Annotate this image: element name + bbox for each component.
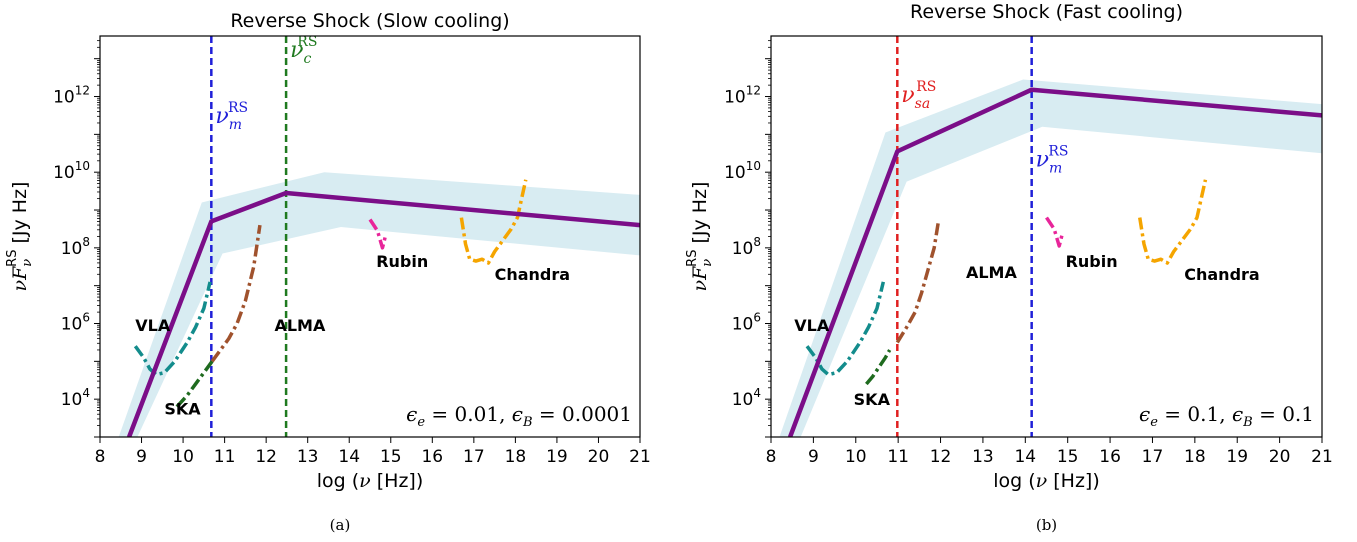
x-tick-label: 17 [1142, 447, 1164, 467]
uncertainty-band [118, 172, 640, 437]
x-tick-label: 10 [172, 447, 194, 467]
x-tick-label: 18 [505, 447, 527, 467]
x-axis-label: log (ν [Hz]) [993, 470, 1100, 492]
instrument-label-vla: VLA [794, 316, 830, 335]
parameters-label: ϵe = 0.01, ϵB = 0.0001 [406, 402, 632, 430]
instrument-curve-rubin [1045, 216, 1065, 248]
x-tick-label: 16 [421, 447, 443, 467]
instrument-label-vla: VLA [135, 316, 171, 335]
instrument-label-rubin: Rubin [376, 252, 428, 271]
model-spectrum-line [787, 87, 1322, 437]
y-tick-label: 1012 [724, 84, 761, 108]
instrument-label-chandra: Chandra [495, 265, 570, 284]
y-tick-label: 1012 [53, 84, 90, 108]
plot-area [779, 36, 1322, 437]
y-tick-label: 1010 [724, 159, 761, 183]
x-tick-label: 14 [338, 447, 360, 467]
instrument-label-alma: ALMA [966, 263, 1018, 282]
x-tick-label: 13 [972, 447, 994, 467]
panel-caption: (a) [330, 516, 351, 534]
model-spectrum-line [126, 190, 640, 437]
instrument-curve-vla [133, 281, 212, 377]
x-tick-label: 19 [546, 447, 568, 467]
panel-b: VLA SKA ALMA Rubin Chandra νsaRS νmRS 8 9 10 11 12 1… [685, 1, 1333, 534]
parameters-label: ϵe = 0.1, ϵB = 0.1 [1139, 402, 1314, 430]
x-tick-label: 10 [845, 447, 867, 467]
instrument-label-rubin: Rubin [1066, 252, 1118, 271]
y-tick-label: 106 [61, 311, 90, 335]
x-tick-label: 8 [766, 447, 777, 467]
x-tick-label: 14 [1014, 447, 1036, 467]
x-tick-label: 12 [930, 447, 952, 467]
chart-title: Reverse Shock (Slow cooling) [230, 10, 509, 32]
instrument-curve-ska [865, 349, 892, 386]
instrument-curve-alma [895, 221, 941, 344]
vline-label-nu-m: νmRS [1036, 144, 1069, 177]
x-tick-label: 15 [1057, 447, 1079, 467]
vline-label-nu-c: νcRS [290, 34, 317, 67]
x-tick-label: 21 [629, 447, 651, 467]
x-tick-label: 9 [136, 447, 147, 467]
y-tick-label: 108 [61, 235, 90, 259]
instrument-curve-chandra [1138, 179, 1208, 265]
x-tick-label: 20 [1269, 447, 1291, 467]
instrument-curve-ska [175, 360, 214, 408]
x-tick-label: 15 [380, 447, 402, 467]
x-tick-label: 13 [297, 447, 319, 467]
instrument-label-ska: SKA [854, 390, 891, 409]
x-tick-label: 16 [1099, 447, 1121, 467]
x-tick-label: 21 [1311, 447, 1333, 467]
x-tick-label: 11 [214, 447, 236, 467]
x-tick-label: 18 [1184, 447, 1206, 467]
vline-label-nu-sa: νsaRS [901, 79, 936, 112]
x-tick-label: 8 [95, 447, 106, 467]
instrument-curve-rubin [368, 218, 388, 250]
y-tick-label: 104 [61, 386, 90, 410]
instrument-curve-vla [805, 281, 886, 377]
instrument-label-chandra: Chandra [1184, 265, 1259, 284]
y-tick-label: 106 [732, 311, 761, 335]
panel-a: VLA SKA ALMA Rubin Chandra νmRS νcRS 8 9 10 11 12 13… [5, 10, 651, 534]
x-tick-label: 19 [1226, 447, 1248, 467]
instrument-label-alma: ALMA [274, 316, 326, 335]
x-axis-label: log (ν [Hz]) [317, 470, 424, 492]
instrument-label-ska: SKA [164, 399, 201, 418]
uncertainty-band [779, 79, 1322, 437]
x-tick-label: 9 [808, 447, 819, 467]
x-tick-label: 12 [255, 447, 277, 467]
x-tick-label: 20 [588, 447, 610, 467]
chart-title: Reverse Shock (Fast cooling) [910, 1, 1183, 23]
panel-caption: (b) [1036, 516, 1057, 534]
x-tick-label: 17 [463, 447, 485, 467]
y-axis-label: νFνRS [Jy Hz] [5, 182, 35, 292]
y-tick-label: 104 [732, 386, 761, 410]
x-tick-label: 11 [887, 447, 909, 467]
y-axis-label: νFνRS [Jy Hz] [685, 182, 715, 292]
y-tick-label: 1010 [53, 159, 90, 183]
plot-area [118, 36, 640, 437]
y-tick-label: 108 [732, 235, 761, 259]
vline-label-nu-m: νmRS [215, 100, 248, 133]
